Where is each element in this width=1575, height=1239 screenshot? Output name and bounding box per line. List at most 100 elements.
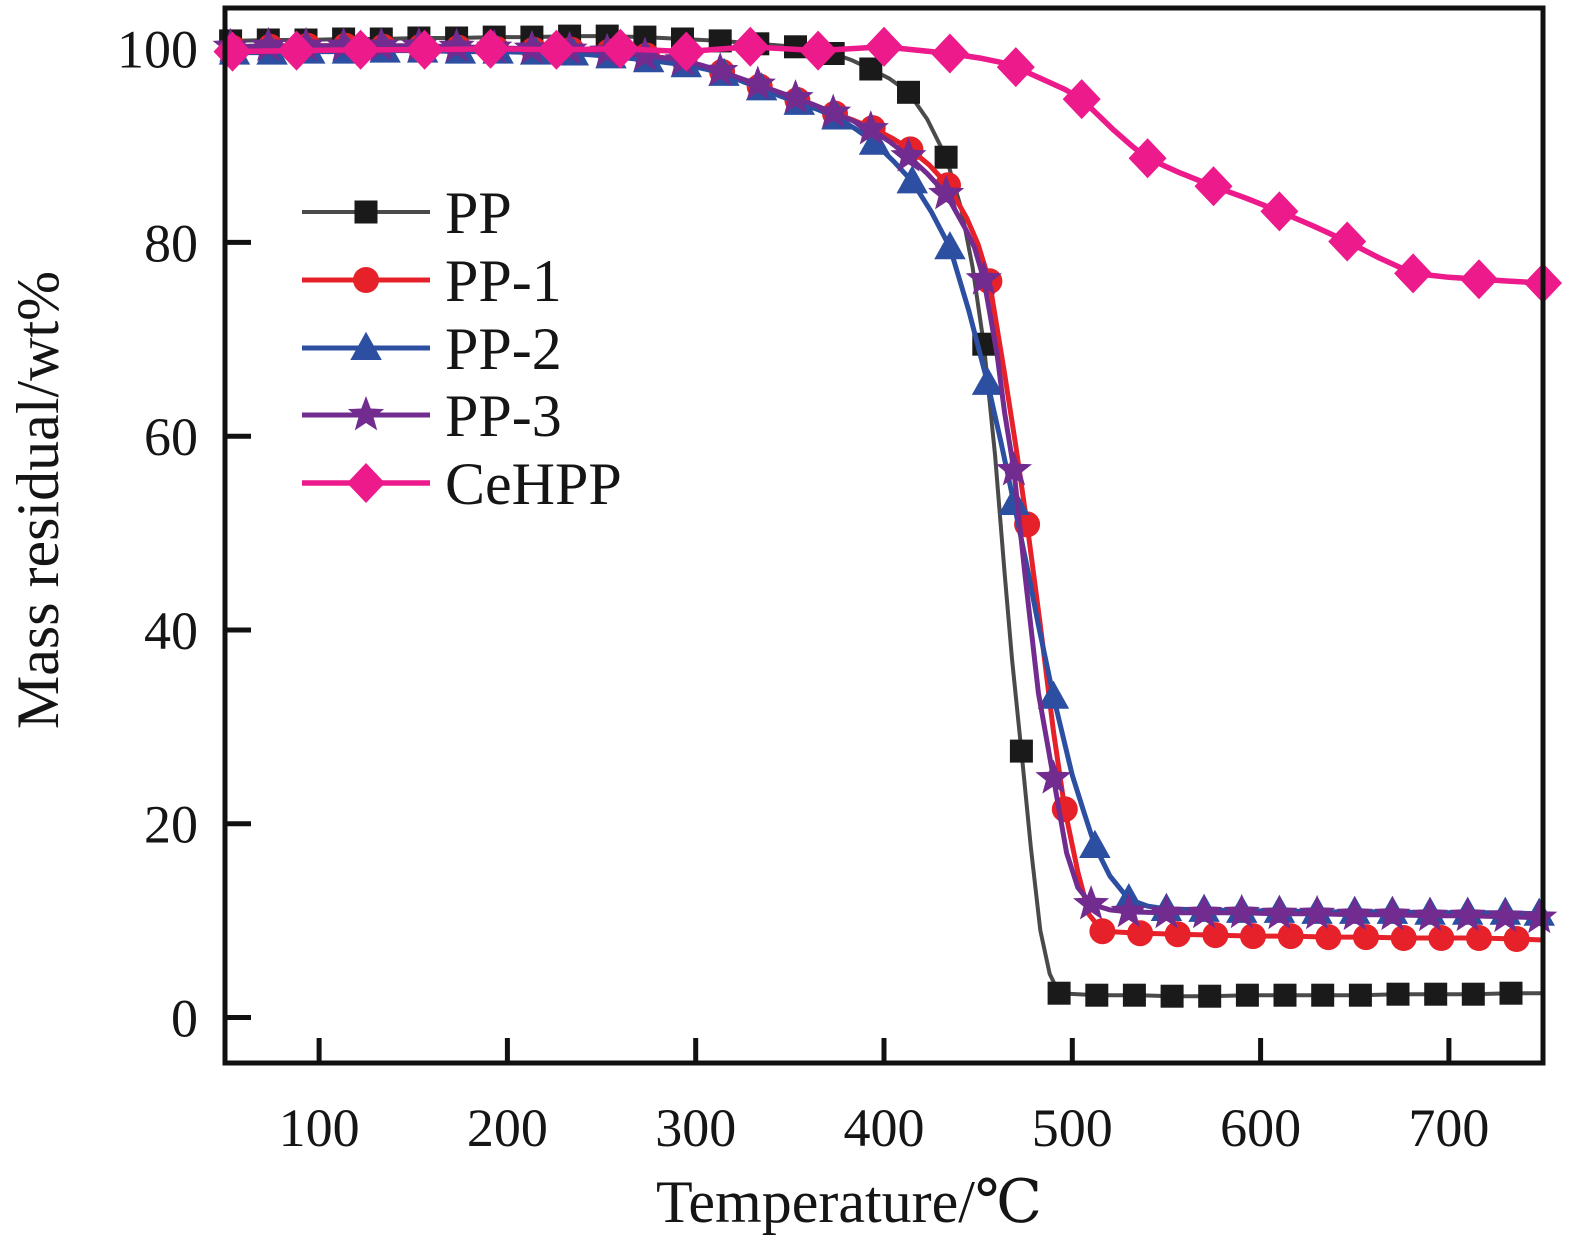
star-marker [626, 36, 663, 71]
y-tick-label: 20 [144, 795, 198, 855]
square-marker [1160, 984, 1184, 1008]
star-marker [777, 79, 814, 114]
y-axis: 0 20 40 60 80 100 Mass residual/wt% [5, 20, 251, 1049]
diamond-marker [1260, 191, 1299, 232]
circle-marker [1164, 921, 1191, 948]
legend-item-PP-1: PP-1 [302, 248, 562, 314]
legend-label: PP [445, 180, 512, 246]
star-marker [1223, 893, 1260, 929]
diamond-marker [865, 26, 903, 67]
square-marker [1311, 983, 1335, 1007]
star-marker [1449, 896, 1486, 932]
diamond-marker [471, 28, 510, 69]
circle-marker [1277, 923, 1304, 950]
diamond-marker [537, 29, 576, 70]
diamond-marker [601, 28, 640, 69]
y-tick-label: 80 [144, 213, 198, 273]
legend-item-PP: PP [302, 180, 512, 246]
square-marker [859, 57, 883, 81]
star-marker [1521, 898, 1558, 934]
star-marker [347, 396, 385, 431]
x-tick-label: 300 [655, 1098, 736, 1158]
star-marker [1374, 895, 1411, 931]
legend-label: CeHPP [445, 451, 622, 517]
star-marker [1035, 759, 1072, 794]
diamond-marker [799, 30, 838, 71]
circle-marker [1390, 925, 1417, 951]
triangle-marker [971, 366, 1004, 395]
star-marker [852, 110, 889, 145]
star-marker [363, 26, 400, 62]
diamond-marker [1062, 79, 1101, 120]
circle-marker [1503, 926, 1530, 952]
square-marker [1085, 983, 1109, 1007]
legend-item-CeHPP: CeHPP [302, 451, 622, 517]
star-marker [1073, 885, 1110, 920]
circle-marker [1428, 925, 1455, 951]
x-tick-label: 100 [279, 1098, 360, 1158]
diamond-marker [405, 29, 444, 70]
circle-marker [1089, 918, 1116, 945]
star-marker [250, 26, 287, 62]
star-marker [1299, 894, 1336, 930]
series-line [222, 44, 1546, 286]
circle-marker [1202, 922, 1229, 949]
triangle-marker [896, 165, 928, 194]
square-marker [1009, 739, 1033, 763]
legend-label: PP-1 [445, 248, 562, 314]
legend-item-PP-3: PP-3 [302, 383, 562, 449]
star-marker [995, 451, 1032, 486]
square-marker [1348, 983, 1372, 1007]
y-tick-label: 100 [117, 20, 198, 80]
legend-label: PP-3 [445, 383, 562, 449]
legend-item-PP-2: PP-2 [302, 316, 562, 382]
y-tick-label: 60 [144, 407, 198, 467]
square-marker [1386, 982, 1410, 1006]
x-axis: 100 200 300 400 500 600 700 Temperature/℃ [279, 1038, 1489, 1235]
star-marker [890, 137, 927, 172]
triangle-marker [858, 126, 891, 155]
square-marker [354, 200, 378, 224]
star-marker [1148, 893, 1185, 929]
star-marker [965, 260, 1002, 295]
circle-marker [1240, 923, 1266, 950]
circle-marker [1315, 924, 1342, 951]
circle-marker [1127, 920, 1154, 947]
diamond-marker [1328, 221, 1367, 262]
diamond-marker [277, 30, 316, 71]
x-tick-label: 700 [1408, 1098, 1489, 1158]
star-marker [739, 65, 776, 100]
star-marker [438, 27, 475, 63]
triangle-marker [1079, 829, 1111, 858]
x-tick-label: 400 [844, 1098, 925, 1158]
square-marker [1047, 981, 1071, 1005]
y-axis-title: Mass residual/wt% [5, 271, 71, 729]
triangle-marker [998, 486, 1030, 515]
x-tick-label: 600 [1220, 1098, 1301, 1158]
star-marker [325, 26, 362, 62]
star-marker [1261, 894, 1298, 930]
circle-marker [1466, 925, 1492, 951]
x-axis-title: Temperature/℃ [656, 1169, 1042, 1235]
diamond-marker [1128, 138, 1167, 179]
circle-marker [1353, 924, 1379, 951]
square-marker [897, 80, 920, 104]
square-marker [1499, 981, 1523, 1005]
star-marker [815, 93, 852, 128]
square-marker [1424, 982, 1448, 1006]
diamond-marker [1460, 259, 1498, 300]
triangle-marker [1037, 680, 1070, 709]
diamond-marker [1394, 253, 1433, 294]
triangle-marker [350, 331, 382, 360]
star-marker [1336, 895, 1373, 931]
y-tick-label: 40 [144, 601, 198, 661]
diamond-marker [667, 31, 706, 72]
legend-label: PP-2 [445, 316, 562, 382]
series-CeHPP [213, 26, 1562, 304]
star-marker [1412, 896, 1449, 932]
square-marker [1235, 983, 1259, 1007]
diamond-marker [341, 29, 380, 70]
